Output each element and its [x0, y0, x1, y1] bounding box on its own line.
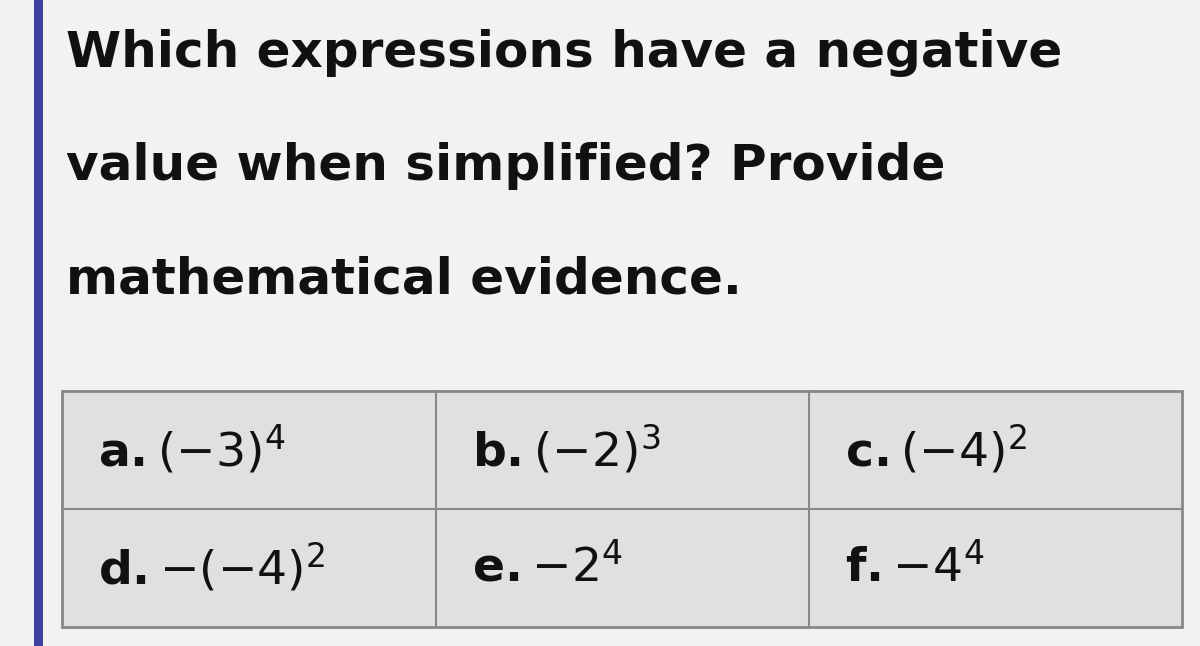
Bar [62, 391, 1182, 627]
Text: d. $-(-4)^2$: d. $-(-4)^2$ [98, 541, 325, 594]
Text: Which expressions have a negative: Which expressions have a negative [66, 29, 1062, 77]
Text: b. $(-2)^3$: b. $(-2)^3$ [472, 423, 660, 476]
Text: e. $-2^4$: e. $-2^4$ [472, 544, 623, 592]
Text: value when simplified? Provide: value when simplified? Provide [66, 142, 946, 190]
Text: mathematical evidence.: mathematical evidence. [66, 255, 742, 303]
Text: c. $(-4)^2$: c. $(-4)^2$ [845, 423, 1027, 476]
Text: f. $-4^4$: f. $-4^4$ [845, 544, 984, 592]
Bar [34, 0, 43, 646]
Text: a. $(-3)^4$: a. $(-3)^4$ [98, 423, 286, 477]
